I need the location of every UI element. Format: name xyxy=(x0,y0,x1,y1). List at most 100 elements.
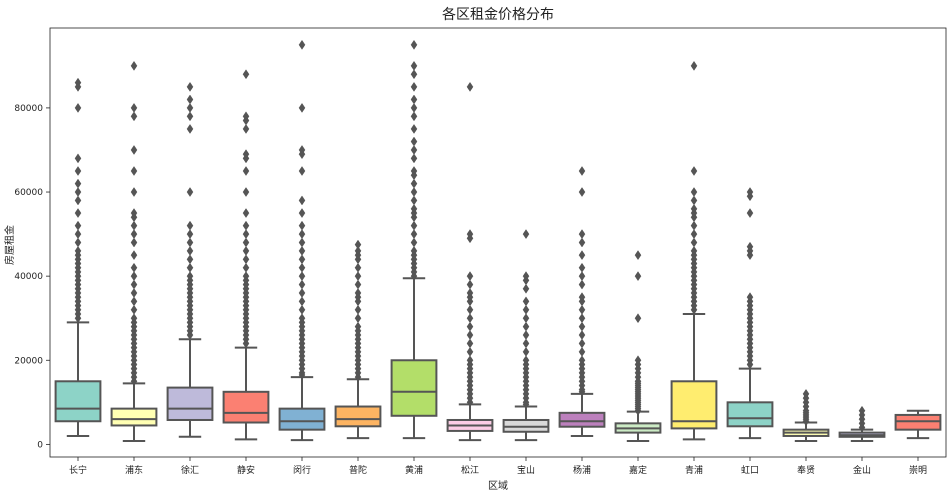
outlier-point xyxy=(298,220,306,231)
outlier-point xyxy=(298,145,306,155)
x-tick-label: 杨浦 xyxy=(573,464,591,476)
y-tick-label: 80000 xyxy=(14,104,43,114)
outlier-point xyxy=(690,237,698,248)
outlier-point xyxy=(74,195,82,206)
outlier-point xyxy=(242,69,250,80)
outlier-point xyxy=(242,166,250,176)
outlier-point xyxy=(130,229,138,240)
outlier-point xyxy=(186,229,194,240)
outlier-point xyxy=(690,220,698,231)
outlier-point xyxy=(578,338,586,349)
x-axis-label: 区域 xyxy=(488,479,508,492)
box-崇明 xyxy=(894,413,942,431)
outlier-point xyxy=(298,166,306,176)
outlier-point xyxy=(242,187,250,197)
outlier-point xyxy=(410,245,418,256)
box-闵行 xyxy=(278,407,326,431)
outlier-point xyxy=(74,153,82,164)
outlier-point xyxy=(186,123,194,134)
outlier-point xyxy=(634,355,642,366)
x-tick-label: 宝山 xyxy=(517,464,535,476)
outlier-point xyxy=(578,279,586,290)
plot-area: 0 20000 40000 60000 80000 长宁 浦东 徐汇 静安 闵行 普陀 黄浦 松江 宝山 杨… xyxy=(14,39,942,476)
outlier-point xyxy=(354,279,362,290)
outlier-point xyxy=(466,229,474,240)
outlier-point xyxy=(410,220,418,231)
outlier-point xyxy=(74,245,82,256)
outlier-point xyxy=(130,271,138,282)
y-tick-label: 40000 xyxy=(14,272,43,282)
box-徐汇 xyxy=(166,386,214,421)
outlier-point xyxy=(466,81,474,92)
outlier-point xyxy=(298,254,306,265)
outlier-point xyxy=(690,203,698,214)
outlier-point xyxy=(298,195,306,206)
outlier-point xyxy=(410,136,418,147)
x-tick-label: 松江 xyxy=(461,464,479,476)
box-黄浦 xyxy=(390,359,438,417)
outlier-point xyxy=(522,304,530,315)
outlier-point xyxy=(634,250,642,261)
outlier-point xyxy=(410,229,418,240)
y-tick-label: 0 xyxy=(37,440,43,450)
outlier-point xyxy=(298,304,306,315)
outlier-point xyxy=(410,166,418,176)
outlier-point xyxy=(522,346,530,357)
outlier-point xyxy=(130,279,138,290)
outlier-point xyxy=(522,229,530,240)
outlier-point xyxy=(130,166,138,176)
outlier-point xyxy=(298,237,306,248)
outlier-point xyxy=(298,208,306,219)
outlier-point xyxy=(522,330,530,340)
outlier-point xyxy=(578,250,586,261)
outlier-point xyxy=(410,81,418,92)
outlier-point xyxy=(74,208,82,219)
outlier-point xyxy=(130,313,138,324)
outlier-point xyxy=(578,262,586,273)
box-杨浦 xyxy=(558,411,606,428)
outlier-point xyxy=(690,229,698,240)
outlier-point xyxy=(242,245,250,256)
outlier-point xyxy=(298,279,306,290)
box-长宁 xyxy=(54,380,102,423)
outlier-point xyxy=(746,208,754,219)
outlier-point xyxy=(690,195,698,206)
outlier-point xyxy=(858,405,866,416)
outlier-point xyxy=(466,338,474,349)
outlier-point xyxy=(130,220,138,231)
outlier-point xyxy=(130,145,138,155)
outlier-point xyxy=(242,149,250,160)
outlier-point xyxy=(186,271,194,282)
outlier-point xyxy=(186,94,194,105)
outlier-point xyxy=(298,245,306,256)
outlier-point xyxy=(130,237,138,248)
outlier-point xyxy=(578,355,586,366)
outlier-point xyxy=(242,229,250,240)
outlier-point xyxy=(354,239,362,250)
outlier-point xyxy=(298,271,306,282)
outlier-point xyxy=(130,187,138,197)
outlier-point xyxy=(522,338,530,349)
x-tick-label: 闵行 xyxy=(293,464,311,476)
outlier-point xyxy=(578,229,586,240)
outlier-point xyxy=(410,145,418,155)
outlier-point xyxy=(354,262,362,273)
outlier-point xyxy=(186,187,194,197)
outlier-point xyxy=(242,254,250,265)
outlier-point xyxy=(298,296,306,307)
outlier-point xyxy=(242,271,250,282)
outlier-point xyxy=(298,262,306,273)
outlier-point xyxy=(74,166,82,176)
y-tick-label: 20000 xyxy=(14,356,43,366)
outlier-point xyxy=(410,203,418,214)
outlier-point xyxy=(130,304,138,315)
box-浦东 xyxy=(110,407,158,427)
box-普陀 xyxy=(334,405,382,428)
x-tick-label: 崇明 xyxy=(909,465,927,476)
outlier-point xyxy=(354,245,362,256)
outlier-point xyxy=(186,220,194,231)
outlier-point xyxy=(522,355,530,366)
plot-frame xyxy=(49,27,947,458)
outlier-point xyxy=(74,229,82,240)
